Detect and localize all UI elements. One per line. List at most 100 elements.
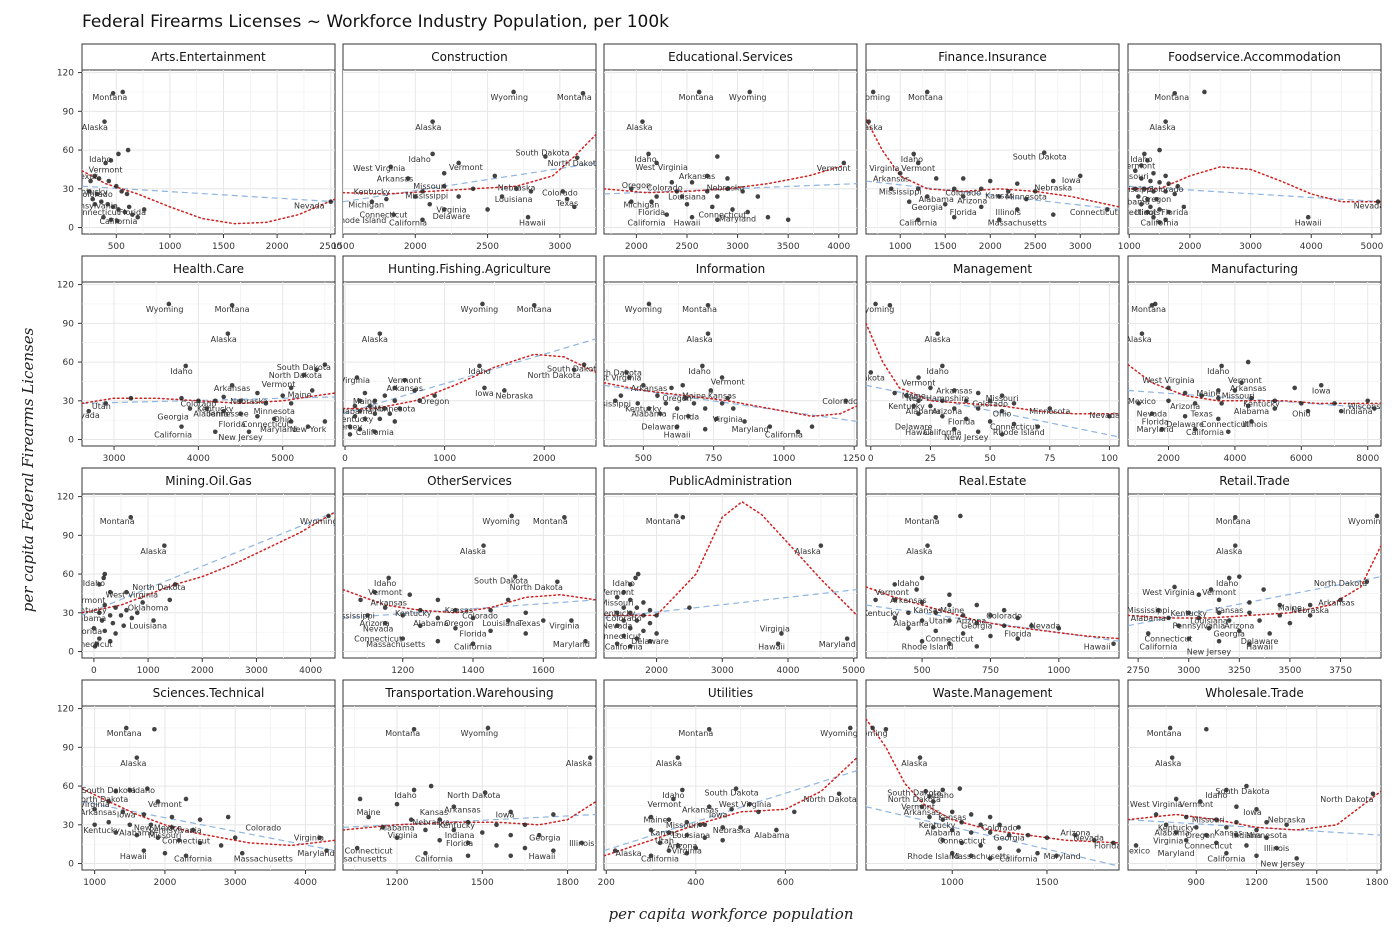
data-point: [124, 607, 129, 613]
facet-strip-label: Educational.Services: [668, 50, 793, 64]
data-point: [655, 393, 660, 398]
data-point: [1197, 799, 1203, 804]
data-point: [959, 819, 965, 825]
data-point: [183, 796, 189, 802]
facet-strip-label: Management: [953, 262, 1032, 276]
data-point: [1142, 186, 1147, 192]
point-label: Nebraska: [412, 818, 450, 827]
data-point: [512, 574, 518, 579]
data-point: [627, 610, 633, 616]
facet-strip: [1127, 43, 1382, 71]
point-label: Florida: [1142, 417, 1169, 426]
data-point: [647, 607, 653, 613]
data-point: [435, 638, 441, 644]
point-label: North Dakota: [510, 583, 563, 592]
data-point: [470, 186, 476, 192]
data-point: [1163, 119, 1168, 124]
data-point: [974, 602, 980, 608]
data-point: [1173, 830, 1179, 835]
point-label: Alaska: [906, 547, 932, 556]
x-tick-label: 1800: [1366, 878, 1389, 888]
point-label: Texas: [517, 619, 540, 628]
data-point: [523, 631, 529, 636]
point-label: Arkansas: [377, 174, 413, 183]
panel-area: [342, 69, 597, 235]
point-label: Connecticut: [593, 632, 641, 641]
data-point: [671, 796, 676, 802]
point-label: Oregon: [444, 619, 473, 628]
point-label: Mississippi: [332, 611, 375, 620]
point-label: Idaho: [932, 791, 954, 800]
data-point: [128, 514, 134, 520]
data-point: [914, 587, 919, 592]
data-point: [427, 201, 433, 207]
data-point: [792, 809, 797, 815]
data-point: [114, 183, 119, 189]
data-point: [204, 406, 210, 411]
data-point: [1015, 615, 1021, 621]
data-point: [1249, 419, 1254, 424]
smooth-fit-line: [866, 718, 1119, 844]
point-label: Kentucky: [354, 187, 391, 196]
point-label: Idaho: [468, 367, 490, 376]
data-point: [99, 618, 105, 623]
point-label: West Virginia: [1130, 800, 1182, 809]
point-label: Missouri: [666, 821, 699, 830]
data-point: [508, 853, 514, 859]
data-point: [873, 301, 878, 307]
data-point: [1216, 638, 1222, 644]
data-point: [696, 89, 702, 95]
data-point: [1375, 199, 1381, 205]
point-label: Alaska: [211, 335, 237, 344]
point-label: California: [1139, 642, 1177, 651]
data-point: [155, 799, 161, 804]
point-label: Arkansas: [936, 386, 972, 395]
data-point: [702, 822, 708, 828]
data-point: [1111, 840, 1116, 846]
y-tick-label: 90: [63, 319, 75, 329]
point-label: Missouri: [1116, 172, 1149, 181]
data-point: [709, 204, 715, 210]
data-point: [868, 370, 874, 375]
data-point: [412, 194, 418, 199]
data-point: [1254, 853, 1259, 859]
point-label: Arkansas: [890, 596, 926, 605]
data-point: [221, 394, 226, 400]
data-point: [129, 615, 135, 621]
data-point: [128, 395, 134, 401]
point-label: Connecticut: [72, 208, 120, 217]
data-point: [679, 194, 685, 199]
point-label: Connecticut: [345, 847, 393, 856]
x-tick-label: 600: [777, 878, 794, 888]
data-point: [525, 214, 531, 220]
data-point: [92, 644, 98, 649]
point-label: Wyoming: [461, 305, 499, 314]
facet-strip: [81, 255, 336, 283]
point-label: Montana: [679, 93, 714, 102]
data-point: [621, 633, 627, 639]
point-label: Alaska: [460, 547, 486, 556]
point-label: North Dakota: [1320, 795, 1373, 804]
x-tick-label: 5000: [842, 666, 865, 676]
data-point: [551, 812, 556, 817]
data-point: [232, 835, 238, 841]
data-point: [1154, 196, 1159, 202]
data-point: [116, 207, 121, 212]
data-point: [221, 408, 226, 414]
data-point: [102, 602, 108, 608]
data-point: [134, 610, 140, 616]
data-point: [148, 822, 154, 828]
data-point: [540, 618, 546, 623]
point-label: Maine: [353, 397, 377, 406]
data-point: [892, 597, 898, 603]
data-point: [996, 217, 1002, 223]
point-label: Wyoming: [490, 93, 528, 102]
y-tick-label: 30: [63, 397, 75, 407]
data-point: [629, 199, 634, 205]
data-point: [940, 413, 945, 419]
point-label: Illinois: [996, 208, 1021, 217]
data-point: [1186, 636, 1192, 641]
point-label: Idaho: [901, 155, 923, 164]
point-label: Vermont: [388, 376, 422, 385]
